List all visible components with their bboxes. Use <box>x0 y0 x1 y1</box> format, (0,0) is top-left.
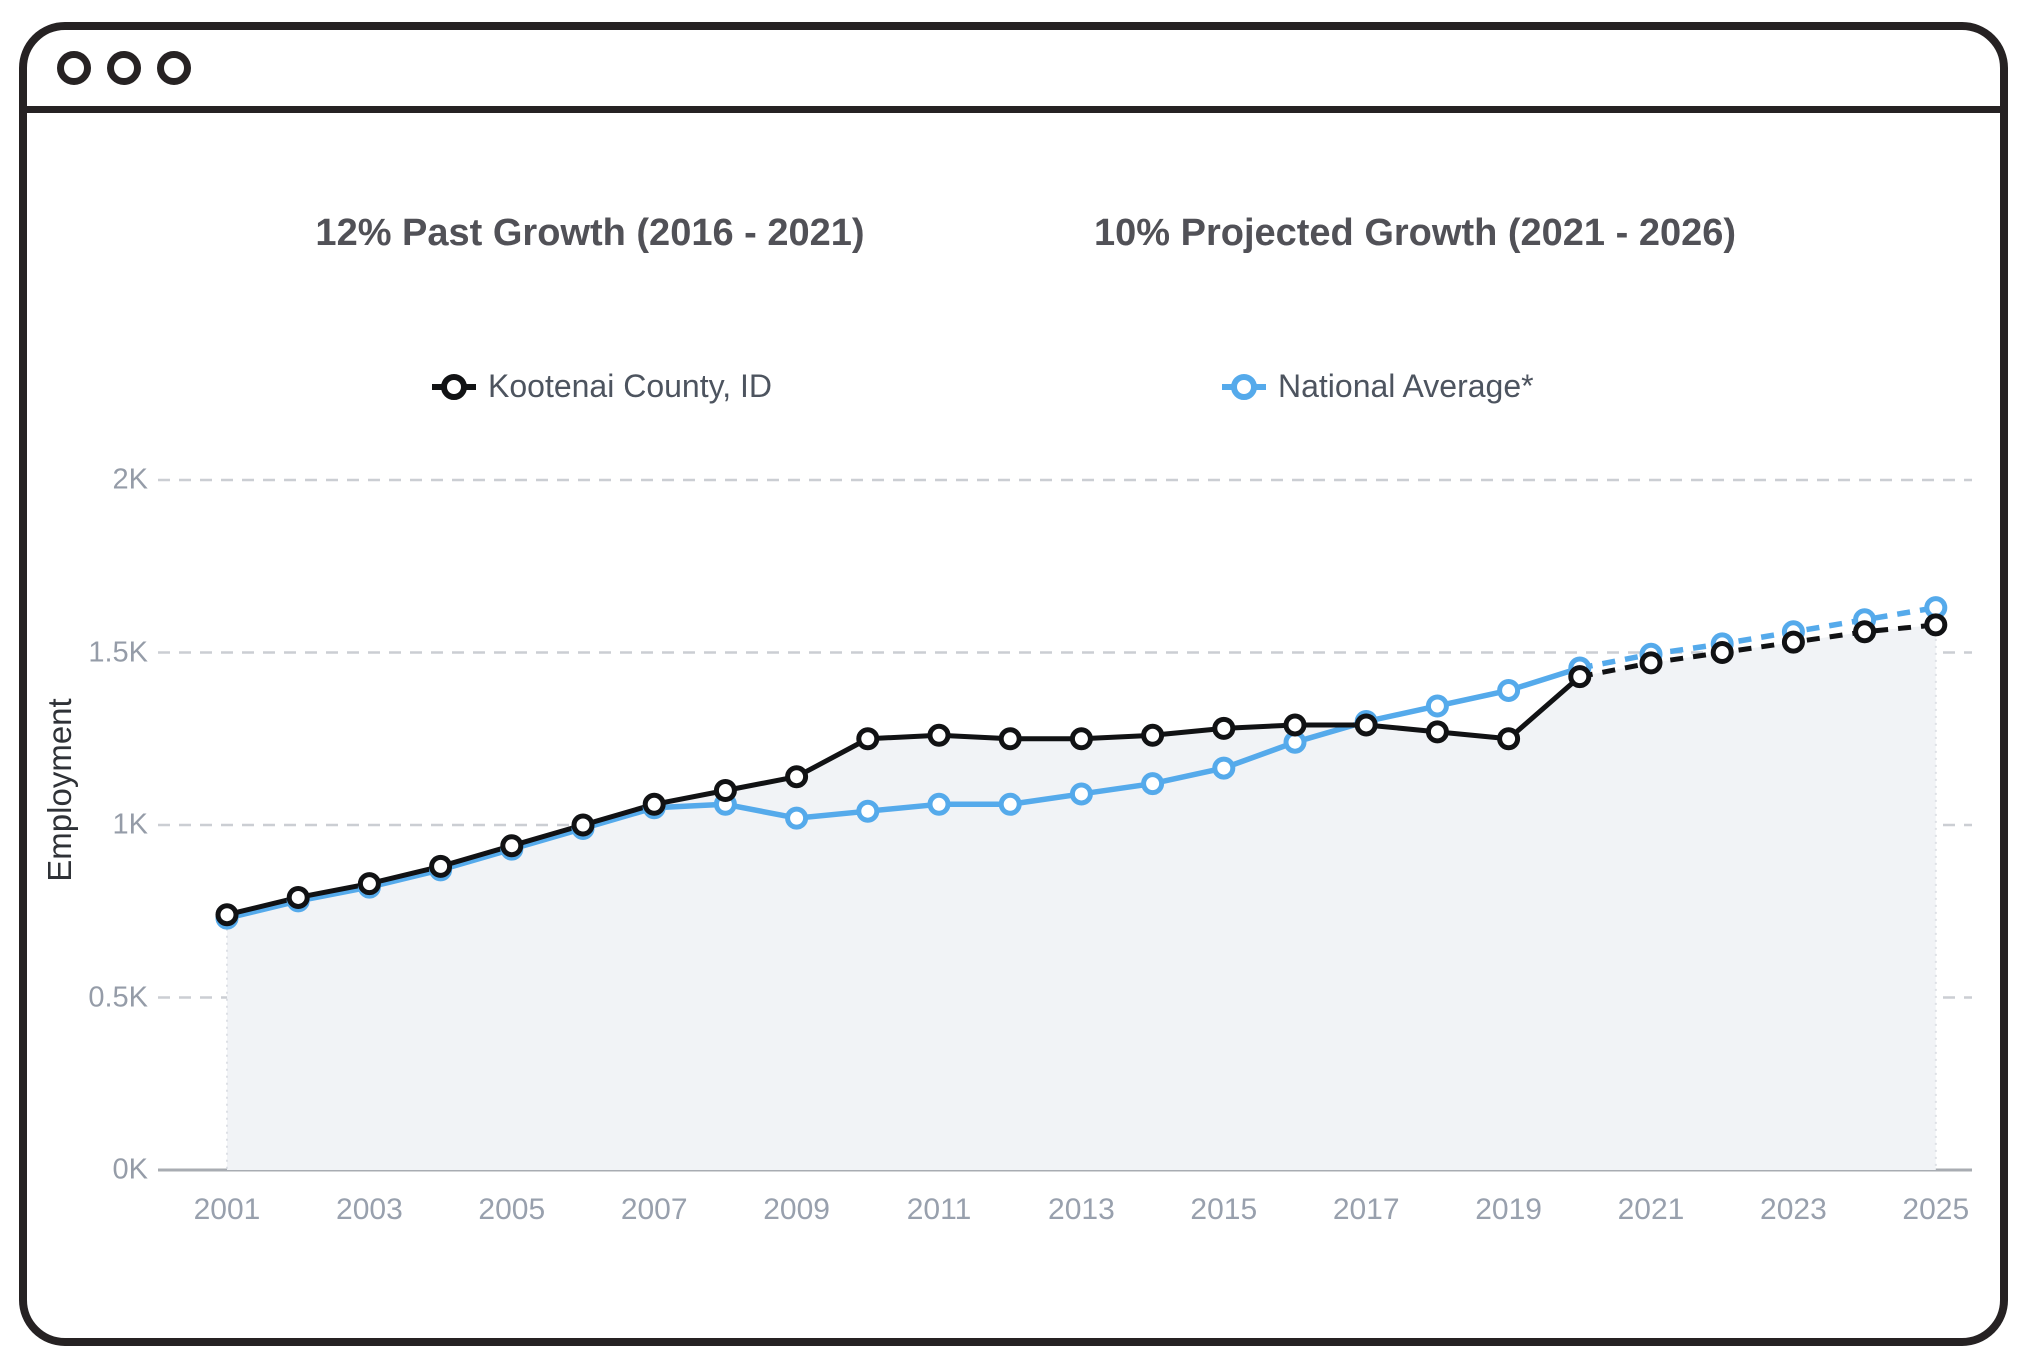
data-point-marker[interactable] <box>1069 727 1093 751</box>
data-point-marker[interactable] <box>1710 641 1734 664</box>
data-point-marker[interactable] <box>1354 713 1378 737</box>
y-axis-title: Employment <box>41 698 78 882</box>
series-line-projected-national <box>1579 604 1937 671</box>
data-point-marker[interactable] <box>1425 720 1449 744</box>
data-point-marker[interactable] <box>998 792 1022 816</box>
x-tick-label: 2001 <box>193 1193 261 1226</box>
x-tick-label: 2007 <box>620 1193 688 1226</box>
y-tick-label: 1.5K <box>88 636 148 668</box>
area-fill <box>227 624 1936 1170</box>
legend-item-national[interactable]: National Average* <box>1222 368 1534 405</box>
series-line-kootenai <box>224 674 1583 918</box>
x-tick-label: 2005 <box>478 1193 546 1226</box>
data-point-marker[interactable] <box>1924 613 1948 637</box>
data-point-marker[interactable] <box>500 834 524 858</box>
x-tick-label: 2017 <box>1332 1193 1400 1226</box>
series-line-projected-kootenai <box>1579 622 1937 680</box>
line-marker-icon <box>432 373 476 400</box>
data-point-marker[interactable] <box>1568 665 1592 689</box>
x-tick-label: 2019 <box>1475 1193 1542 1226</box>
x-tick-label: 2011 <box>906 1193 972 1226</box>
y-tick-label: 0.5K <box>88 981 148 1013</box>
data-point-marker[interactable] <box>1141 723 1165 747</box>
window-titlebar <box>27 30 2000 113</box>
data-point-marker[interactable] <box>1283 713 1307 737</box>
past-growth-title: 12% Past Growth (2016 - 2021) <box>315 212 865 254</box>
data-point-marker[interactable] <box>1425 694 1449 718</box>
x-tick-label: 2013 <box>1048 1193 1115 1226</box>
data-point-marker[interactable] <box>785 806 809 830</box>
data-point-marker[interactable] <box>1069 782 1093 806</box>
data-point-marker[interactable] <box>1639 651 1663 675</box>
data-point-marker[interactable] <box>713 779 737 802</box>
data-point-marker[interactable] <box>785 765 809 789</box>
x-tick-label: 2003 <box>336 1193 403 1226</box>
data-point-marker[interactable] <box>642 792 666 816</box>
data-point-marker[interactable] <box>1497 678 1521 702</box>
data-point-marker[interactable] <box>856 799 880 823</box>
data-point-marker[interactable] <box>1212 716 1236 740</box>
data-point-marker[interactable] <box>357 872 381 896</box>
legend-label: National Average* <box>1278 368 1534 404</box>
window-control-dot[interactable] <box>57 51 91 85</box>
projected-growth-title: 10% Projected Growth (2021 - 2026) <box>1093 212 1737 254</box>
data-point-marker[interactable] <box>286 885 310 909</box>
data-point-marker[interactable] <box>1781 630 1805 654</box>
data-point-marker[interactable] <box>998 727 1022 751</box>
data-point-marker[interactable] <box>927 723 951 747</box>
x-tick-label: 2021 <box>1617 1193 1685 1226</box>
legend-label: Kootenai County, ID <box>488 368 773 404</box>
data-point-marker[interactable] <box>1212 756 1236 780</box>
data-point-marker[interactable] <box>1853 620 1877 644</box>
data-point-marker[interactable] <box>571 813 595 837</box>
data-point-marker[interactable] <box>856 727 880 751</box>
x-tick-label: 2009 <box>763 1193 830 1226</box>
y-tick-label: 1K <box>112 808 148 841</box>
x-tick-label: 2025 <box>1902 1193 1970 1226</box>
y-tick-label: 2K <box>112 463 148 496</box>
window-control-dot[interactable] <box>157 51 191 85</box>
y-tick-label: 0K <box>112 1153 148 1186</box>
legend-item-kootenai[interactable]: Kootenai County, ID <box>432 368 772 405</box>
data-point-marker[interactable] <box>1497 727 1521 751</box>
data-point-marker[interactable] <box>429 854 453 878</box>
data-point-marker[interactable] <box>927 792 951 816</box>
line-marker-icon <box>1222 373 1266 400</box>
data-point-marker[interactable] <box>215 903 239 927</box>
x-tick-label: 2023 <box>1760 1193 1827 1226</box>
data-point-marker[interactable] <box>1141 772 1165 796</box>
window-control-dot[interactable] <box>107 51 141 85</box>
x-tick-label: 2015 <box>1190 1193 1258 1226</box>
window-frame <box>19 22 2008 1346</box>
